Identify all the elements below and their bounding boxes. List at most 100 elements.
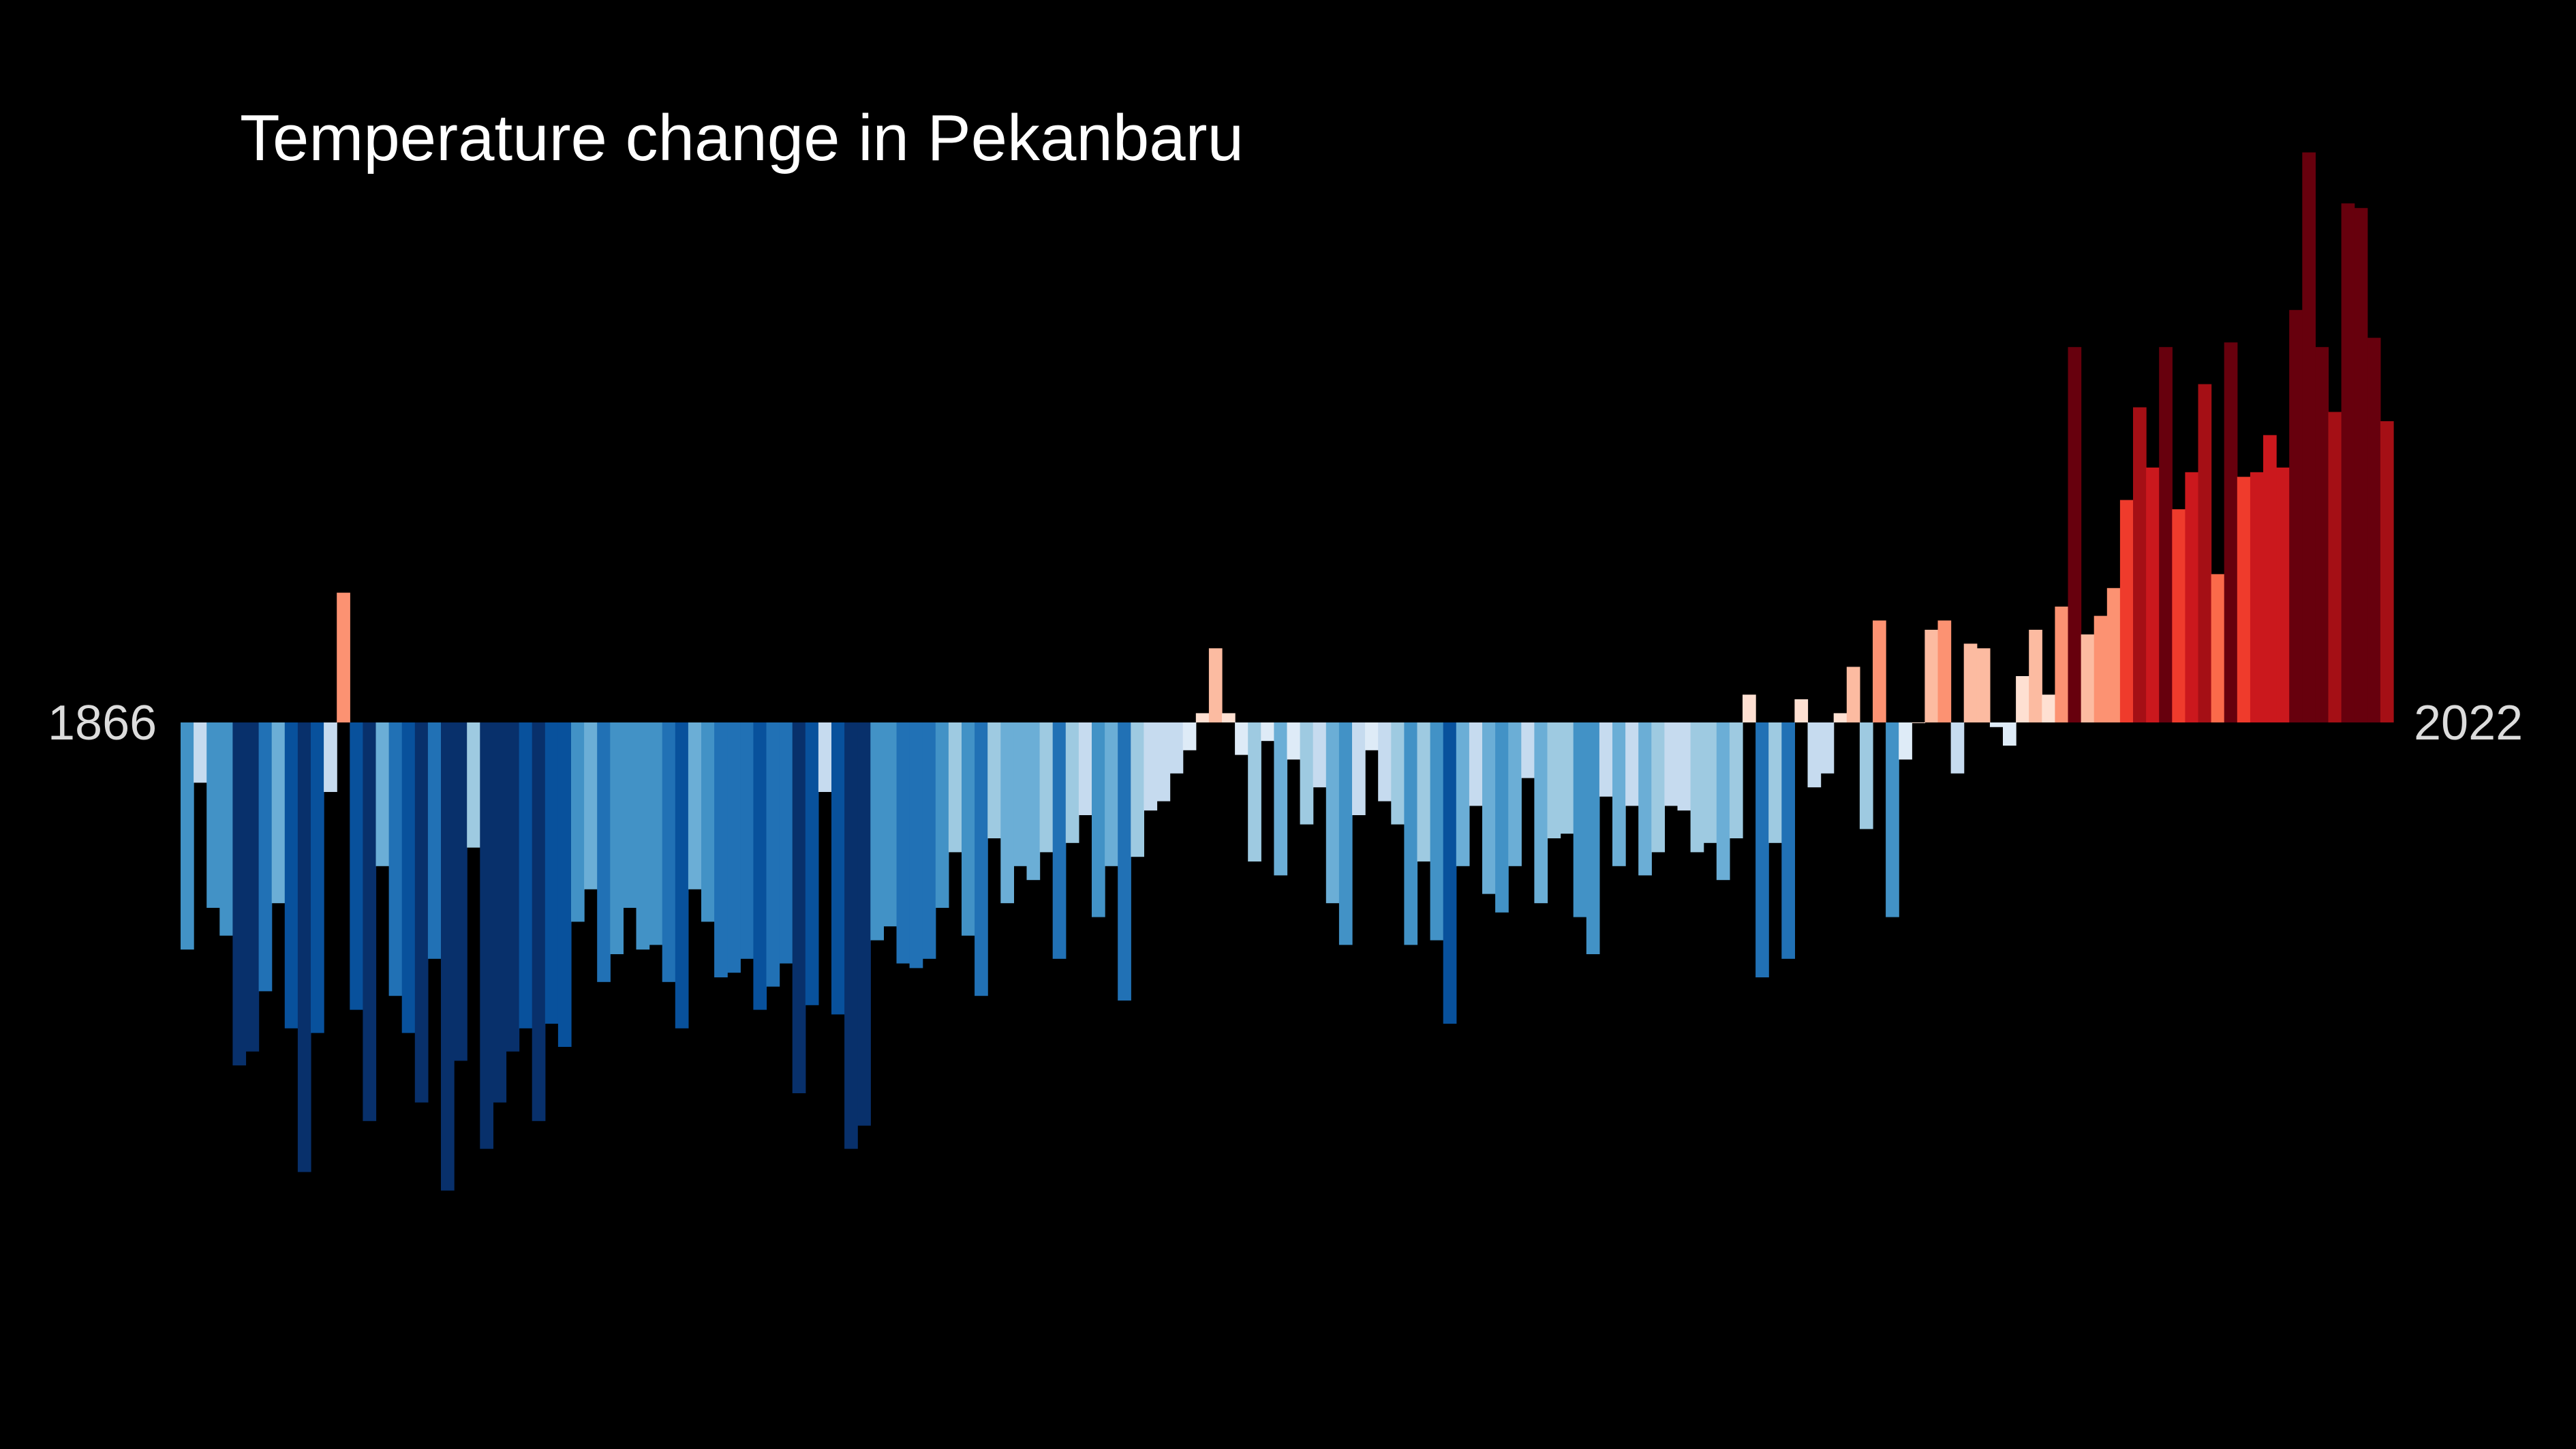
bar-1988 — [1768, 722, 1782, 843]
bar-2034 — [2367, 337, 2381, 723]
bar-1896 — [571, 722, 585, 922]
bar-2000 — [1925, 630, 1939, 722]
bar-2008 — [2029, 630, 2042, 722]
bar-1915 — [818, 722, 832, 792]
bar-1998 — [1899, 722, 1912, 760]
bar-1950 — [1274, 722, 1288, 876]
bar-1923 — [922, 722, 936, 959]
bar-1992 — [1820, 722, 1835, 774]
bar-2022 — [2211, 574, 2225, 722]
bar-2017 — [2146, 468, 2160, 722]
bar-2030 — [2315, 347, 2329, 722]
bar-1921 — [896, 722, 910, 964]
bar-1943 — [1182, 722, 1197, 750]
bar-2016 — [2133, 407, 2147, 722]
bar-1889 — [480, 722, 493, 1149]
bar-1968 — [1508, 722, 1522, 866]
bar-1928 — [987, 722, 1001, 838]
bar-1888 — [467, 722, 480, 848]
bar-2013 — [2094, 615, 2108, 722]
bar-1925 — [948, 722, 962, 853]
bar-1982 — [1690, 722, 1704, 853]
bar-1962 — [1430, 722, 1444, 941]
bar-1893 — [532, 722, 546, 1121]
bar-2018 — [2159, 347, 2173, 722]
bar-1920 — [883, 722, 898, 927]
bar-1979 — [1651, 722, 1665, 853]
bar-1927 — [975, 722, 988, 996]
bar-1870 — [232, 722, 247, 1066]
bar-1903 — [662, 722, 676, 982]
bar-1996 — [1873, 620, 1886, 722]
bar-1946 — [1222, 713, 1236, 722]
bar-1895 — [557, 722, 572, 1047]
bar-1999 — [1912, 722, 1925, 723]
bar-1945 — [1208, 648, 1223, 722]
bar-1913 — [792, 722, 806, 1093]
bar-1911 — [766, 722, 780, 987]
bar-1926 — [962, 722, 975, 936]
bar-1989 — [1781, 722, 1795, 959]
bar-1869 — [219, 722, 233, 936]
bar-1954 — [1325, 722, 1340, 904]
bar-1974 — [1586, 722, 1600, 954]
bar-1881 — [375, 722, 390, 866]
bar-1917 — [844, 722, 858, 1149]
bar-1894 — [545, 722, 559, 1024]
bar-1960 — [1404, 722, 1418, 945]
bar-1985 — [1729, 722, 1743, 838]
bar-1952 — [1300, 722, 1314, 825]
bar-1970 — [1534, 722, 1548, 904]
bar-1980 — [1664, 722, 1678, 806]
bar-1986 — [1743, 695, 1756, 722]
bar-1966 — [1482, 722, 1496, 894]
bar-1919 — [870, 722, 884, 941]
bar-1909 — [740, 722, 754, 959]
bar-1977 — [1625, 722, 1639, 806]
bar-1924 — [935, 722, 949, 908]
start-year-label: 1866 — [48, 696, 157, 750]
bar-1905 — [688, 722, 702, 889]
bar-2025 — [2250, 472, 2264, 722]
bar-1938 — [1118, 722, 1131, 1001]
bar-1900 — [623, 722, 637, 908]
bar-2031 — [2328, 412, 2342, 722]
bar-2028 — [2289, 309, 2303, 722]
bar-1898 — [597, 722, 611, 982]
bar-1929 — [1000, 722, 1014, 904]
bar-1916 — [831, 722, 845, 1015]
bar-1964 — [1456, 722, 1470, 866]
bar-1878 — [337, 592, 350, 722]
bar-2029 — [2302, 152, 2316, 723]
bar-1939 — [1131, 722, 1144, 857]
bar-2023 — [2224, 342, 2238, 722]
bar-1955 — [1338, 722, 1353, 945]
end-year-label: 2022 — [2414, 696, 2524, 750]
bar-1902 — [649, 722, 663, 945]
bar-1904 — [675, 722, 689, 1028]
bar-1872 — [258, 722, 273, 992]
chart-title: Temperature change in Pekanbaru — [240, 102, 1244, 174]
bar-1987 — [1755, 722, 1769, 977]
bar-1883 — [401, 722, 416, 1033]
bar-2010 — [2055, 607, 2069, 722]
bar-1935 — [1078, 722, 1092, 815]
bar-2012 — [2081, 634, 2095, 722]
bar-1867 — [194, 722, 207, 783]
bar-2009 — [2042, 695, 2055, 722]
bar-1973 — [1573, 722, 1587, 917]
bar-1897 — [584, 722, 598, 889]
bar-1936 — [1092, 722, 1105, 917]
bar-2014 — [2106, 588, 2121, 722]
bar-1891 — [506, 722, 520, 1052]
bar-1873 — [271, 722, 286, 904]
bar-1907 — [714, 722, 728, 977]
bar-2011 — [2068, 347, 2082, 722]
bar-2027 — [2276, 468, 2290, 722]
bar-2033 — [2354, 208, 2368, 722]
bar-1931 — [1026, 722, 1041, 881]
bar-1976 — [1612, 722, 1626, 866]
bar-1884 — [414, 722, 429, 1103]
bar-1910 — [753, 722, 767, 1010]
